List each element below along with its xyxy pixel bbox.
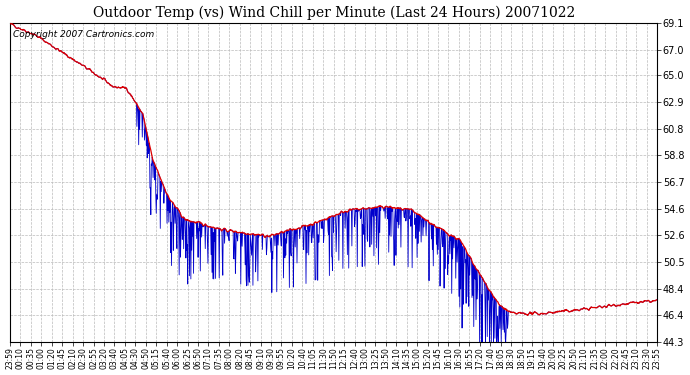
Text: Copyright 2007 Cartronics.com: Copyright 2007 Cartronics.com [13, 30, 155, 39]
Title: Outdoor Temp (vs) Wind Chill per Minute (Last 24 Hours) 20071022: Outdoor Temp (vs) Wind Chill per Minute … [92, 6, 575, 20]
